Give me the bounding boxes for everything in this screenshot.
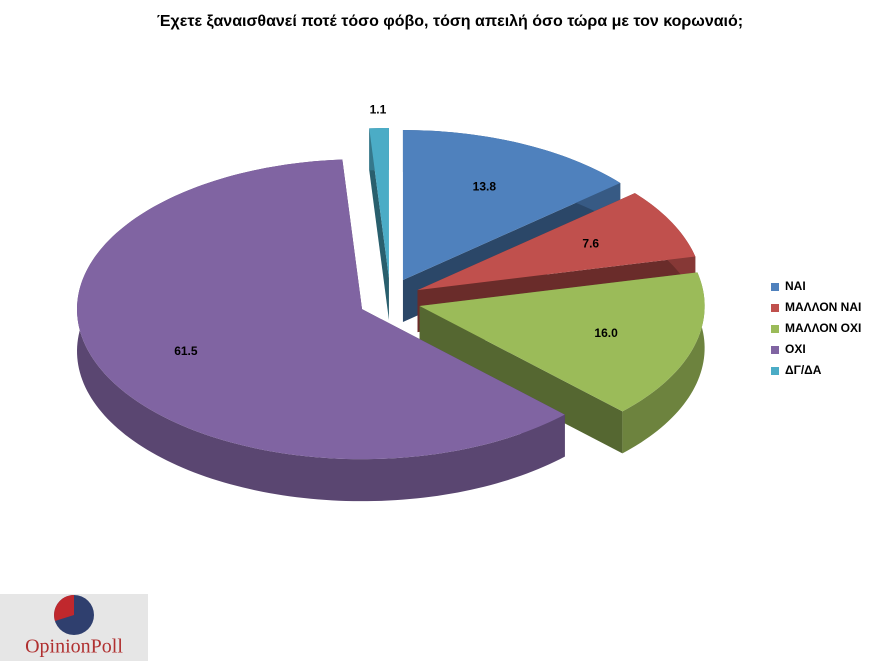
- data-label: 13.8: [473, 180, 497, 194]
- legend-label: ΔΓ/ΔΑ: [785, 363, 822, 377]
- pie-slice: [77, 159, 565, 460]
- slice-side: [369, 128, 389, 321]
- logo-text: OpinionPoll: [25, 636, 123, 658]
- legend-swatch: [771, 325, 779, 333]
- pie-slice: [369, 128, 389, 279]
- legend-label: ΜΑΛΛΟΝ ΟΧΙ: [785, 321, 861, 335]
- slice-wall: [622, 272, 705, 454]
- pie-slice: [419, 272, 705, 412]
- legend-label: ΟΧΙ: [785, 342, 806, 356]
- slice-side: [419, 306, 623, 454]
- legend-swatch: [771, 346, 779, 354]
- legend-swatch: [771, 283, 779, 291]
- pie-slice: [417, 193, 696, 291]
- chart-title: Έχετε ξαναισθανεί ποτέ τόσο φόβο, τόση α…: [157, 13, 743, 30]
- legend-swatch: [771, 367, 779, 375]
- data-label: 1.1: [370, 102, 387, 116]
- legend-label: ΝΑΙ: [785, 279, 806, 293]
- data-label: 7.6: [582, 237, 599, 251]
- pie: [77, 128, 705, 502]
- logo-icon-part: [54, 595, 74, 621]
- legend-label: ΜΑΛΛΟΝ ΝΑΙ: [785, 300, 861, 314]
- pie-slice: [402, 130, 621, 281]
- logo: OpinionPoll: [0, 594, 148, 661]
- data-label: 61.5: [174, 344, 198, 358]
- slice-wall: [77, 159, 565, 502]
- data-label: 16.0: [594, 326, 618, 340]
- legend-swatch: [771, 304, 779, 312]
